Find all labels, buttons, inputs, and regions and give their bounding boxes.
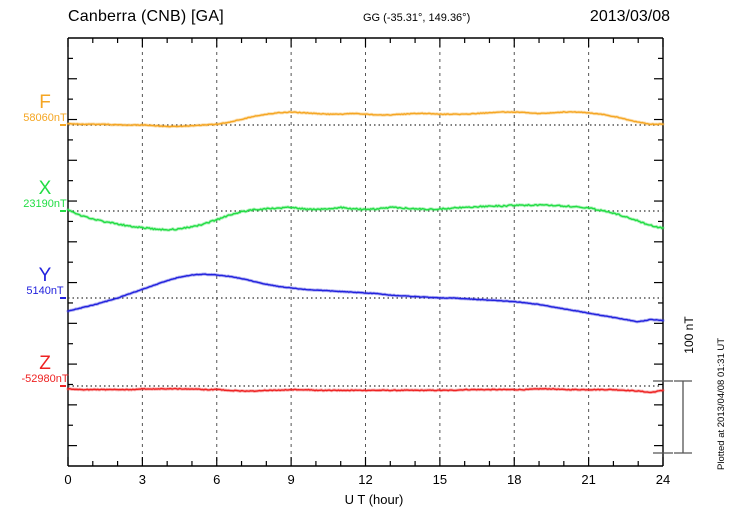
component-letter-z: Z xyxy=(39,353,51,374)
page-title: Canberra (CNB) [GA] xyxy=(68,8,224,25)
trace-z xyxy=(67,387,664,394)
x-axis-tick-label: 3 xyxy=(138,472,146,487)
x-axis-tick-label: 12 xyxy=(358,472,373,487)
geographic-coordinates: GG (-35.31°, 149.36°) xyxy=(363,12,471,24)
x-axis-tick-label: 24 xyxy=(655,472,671,487)
component-baseline-z: -52980nT xyxy=(21,372,69,385)
component-label-y: Y 5140nT xyxy=(26,266,63,297)
x-axis-label-text: U T (hour) xyxy=(344,492,404,507)
x-axis-tick-label: 9 xyxy=(287,472,295,487)
trace-halo-x xyxy=(66,202,665,232)
component-baseline-f: 58060nT xyxy=(23,111,67,124)
component-label-f: F 58060nT xyxy=(23,93,66,124)
trace-y xyxy=(67,273,664,323)
trace-f xyxy=(67,111,664,128)
component-label-z: Z -52980nT xyxy=(21,354,68,385)
component-letter-x: X xyxy=(38,178,52,199)
component-baseline-y: 5140nT xyxy=(26,284,64,297)
component-letter-f: F xyxy=(39,92,51,113)
x-axis-tick-label: 21 xyxy=(581,472,596,487)
x-axis-label: U T (hour) xyxy=(0,492,730,507)
x-axis-tick-label: 6 xyxy=(213,472,221,487)
plotted-timestamp: Plotted at 2013/04/08 01:31 UT xyxy=(716,337,727,470)
x-axis-tick-label: 18 xyxy=(507,472,522,487)
component-letter-y: Y xyxy=(38,265,52,286)
component-label-x: X 23190nT xyxy=(23,179,66,210)
scale-bar-label: 100 nT xyxy=(682,316,696,354)
component-baseline-x: 23190nT xyxy=(23,197,67,210)
scale-bar: 100 nT xyxy=(672,316,706,470)
observation-date: 2013/03/08 xyxy=(589,8,670,25)
x-axis-tick-label: 0 xyxy=(64,472,72,487)
trace-x xyxy=(67,203,664,231)
x-axis-tick-label: 15 xyxy=(432,472,448,487)
